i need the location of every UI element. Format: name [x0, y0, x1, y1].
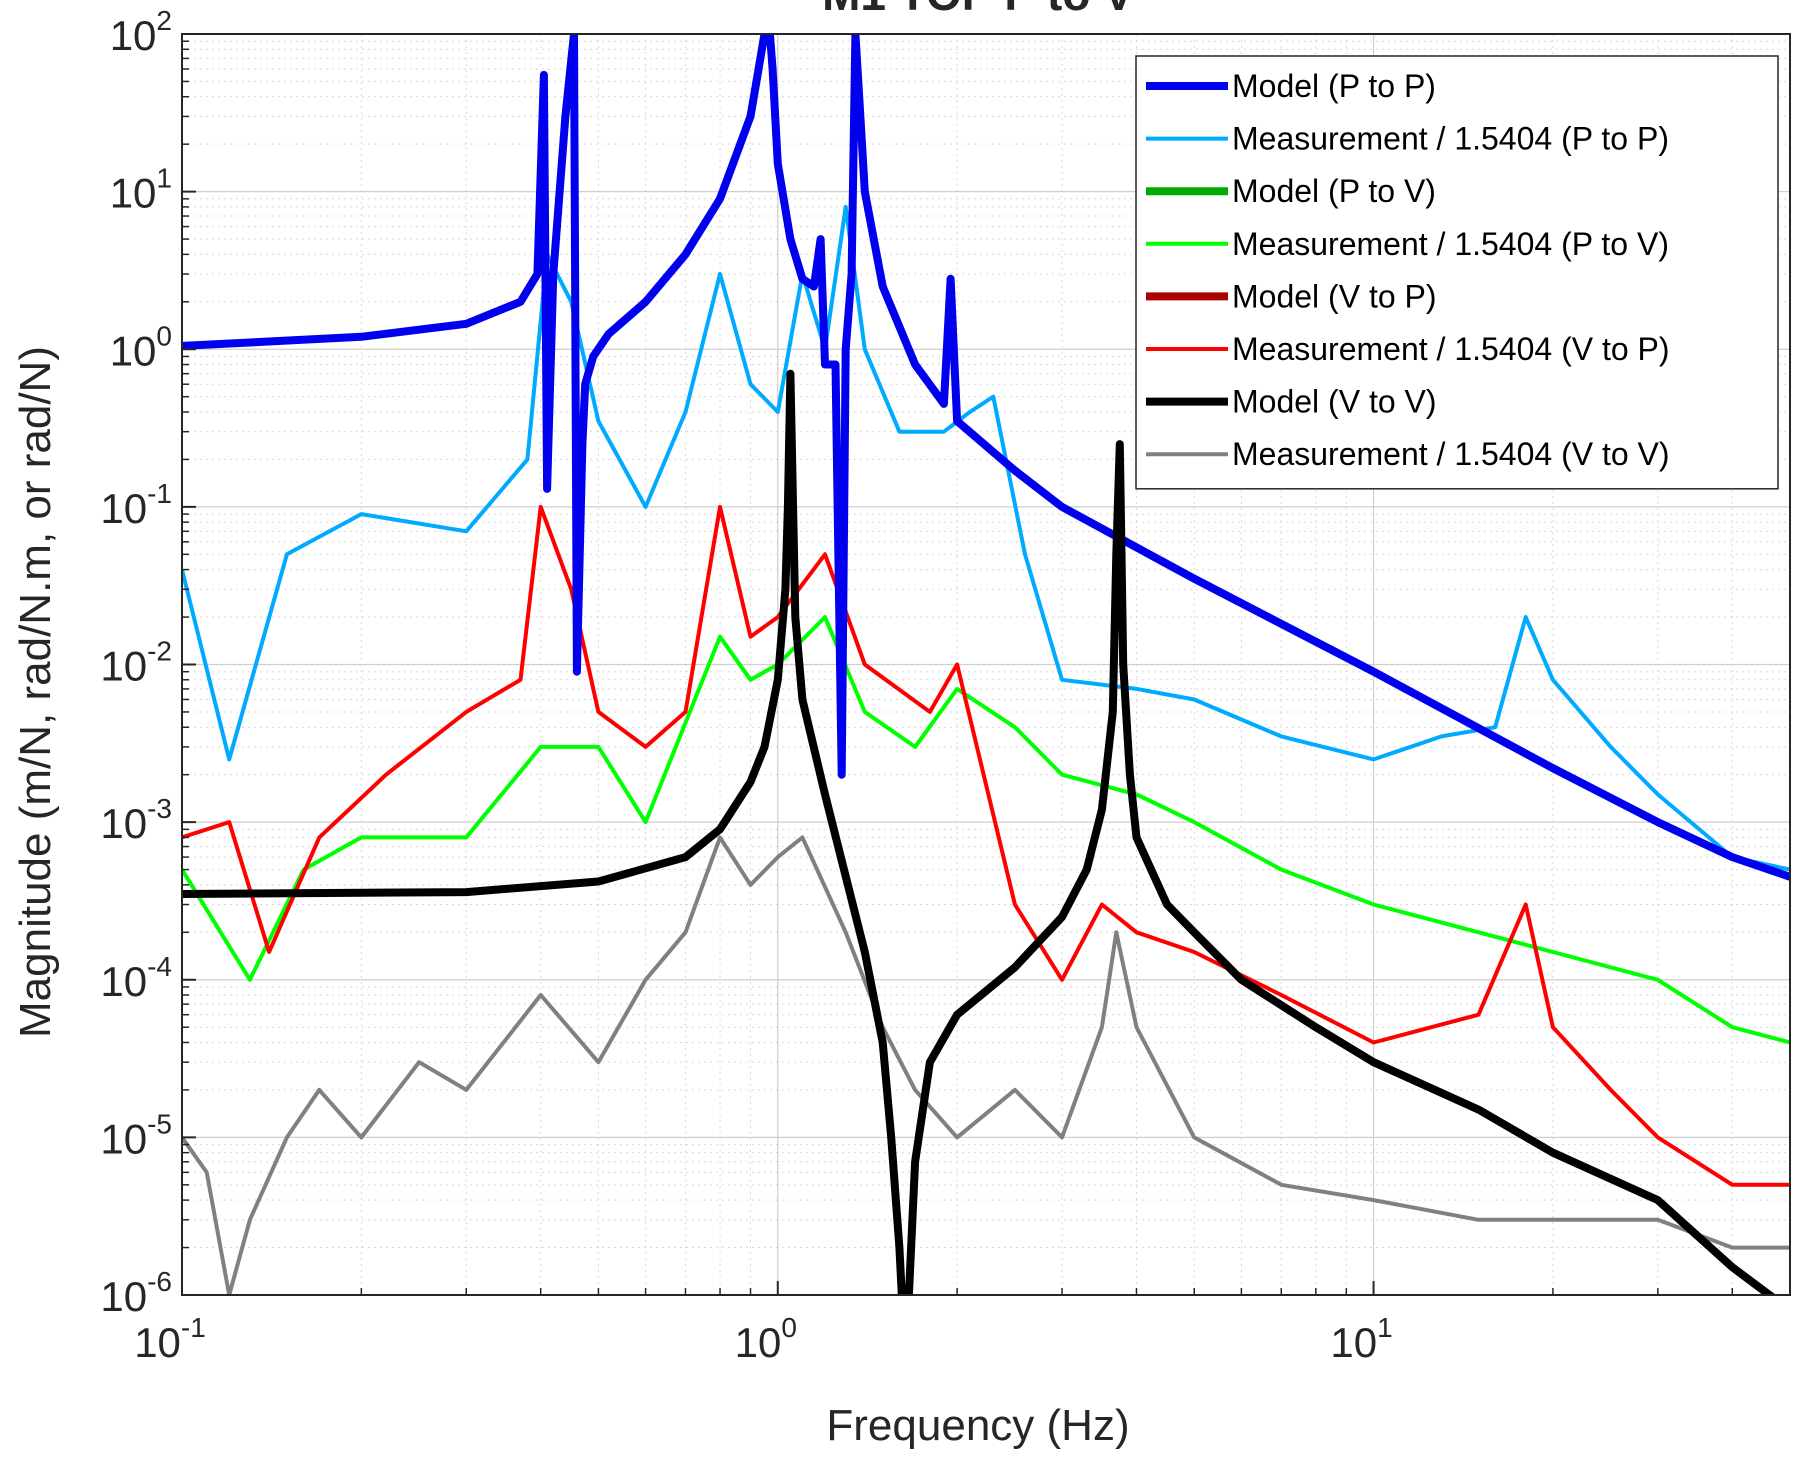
legend-label-measurement-1-5404-v-to-v: Measurement / 1.5404 (V to V) [1232, 436, 1670, 472]
x-tick-label: 101 [1330, 1312, 1392, 1366]
series-line-measurement-1-5404-v-to-p [182, 504, 1790, 1187]
y-tick-label: 102 [110, 5, 172, 59]
y-tick-label: 100 [110, 320, 172, 374]
y-tick-label: 10-3 [100, 793, 172, 847]
legend-box [1135, 55, 1779, 490]
legend-label-model-v-to-v: Model (V to V) [1232, 384, 1437, 420]
legend-label-model-v-to-p: Model (V to P) [1232, 278, 1437, 314]
legend-label-model-p-to-p: Model (P to P) [1232, 68, 1436, 104]
y-tick-exponent: -2 [147, 636, 172, 667]
y-tick-base: 10 [100, 958, 147, 1005]
legend-label-measurement-1-5404-p-to-v: Measurement / 1.5404 (P to V) [1232, 226, 1669, 262]
y-tick-label: 10-5 [100, 1108, 172, 1162]
y-tick-base: 10 [100, 800, 147, 847]
y-tick-base: 10 [100, 1273, 147, 1320]
chart-title: M1 TOP P to V [822, 0, 1134, 20]
x-tick-exponent: 0 [781, 1312, 797, 1343]
series-line-model-p-to-p [182, 34, 1790, 881]
tick-marks [181, 33, 1734, 1296]
x-tick-label: 100 [735, 1312, 797, 1366]
y-tick-exponent: -1 [147, 478, 172, 509]
y-tick-exponent: 2 [156, 5, 172, 36]
x-tick-base: 10 [1330, 1319, 1377, 1366]
y-tick-exponent: -5 [147, 1108, 172, 1139]
y-tick-base: 10 [110, 12, 157, 59]
legend-label-model-p-to-v: Model (P to V) [1232, 173, 1436, 209]
y-tick-base: 10 [100, 643, 147, 690]
y-tick-exponent: 1 [156, 163, 172, 194]
x-tick-base: 10 [134, 1319, 181, 1366]
series-layer [182, 34, 1790, 1295]
y-tick-exponent: -6 [147, 1266, 172, 1297]
y-tick-base: 10 [110, 170, 157, 217]
y-tick-base: 10 [100, 485, 147, 532]
y-tick-exponent: -4 [147, 951, 172, 982]
y-axis-label: Magnitude (m/N, rad/N.m, or rad/N) [11, 346, 60, 1038]
x-tick-label: 10-1 [134, 1312, 206, 1366]
x-tick-exponent: 1 [1377, 1312, 1393, 1343]
y-tick-exponent: -3 [147, 793, 172, 824]
x-tick-labels: 10-1 100 101 [134, 1312, 1393, 1366]
y-tick-base: 10 [110, 327, 157, 374]
legend: Model (P to P) Measurement / 1.5404 (P to… [1135, 55, 1779, 490]
x-axis-label: Frequency (Hz) [826, 1401, 1129, 1450]
series-line-model-v-to-v [182, 369, 1777, 1295]
x-tick-base: 10 [735, 1319, 782, 1366]
y-tick-label: 10-6 [100, 1266, 172, 1320]
legend-label-measurement-1-5404-p-to-p: Measurement / 1.5404 (P to P) [1232, 121, 1669, 157]
y-tick-base: 10 [100, 1115, 147, 1162]
series-line-measurement-1-5404-p-to-v [182, 615, 1790, 1045]
y-tick-label: 10-2 [100, 636, 172, 690]
x-tick-exponent: -1 [181, 1312, 206, 1343]
y-tick-label: 101 [110, 163, 172, 217]
y-tick-label: 10-4 [100, 951, 172, 1005]
series-line-measurement-1-5404-v-to-v [182, 835, 1790, 1295]
legend-label-measurement-1-5404-v-to-p: Measurement / 1.5404 (V to P) [1232, 331, 1670, 367]
y-tick-exponent: 0 [156, 320, 172, 351]
y-tick-label: 10-1 [100, 478, 172, 532]
